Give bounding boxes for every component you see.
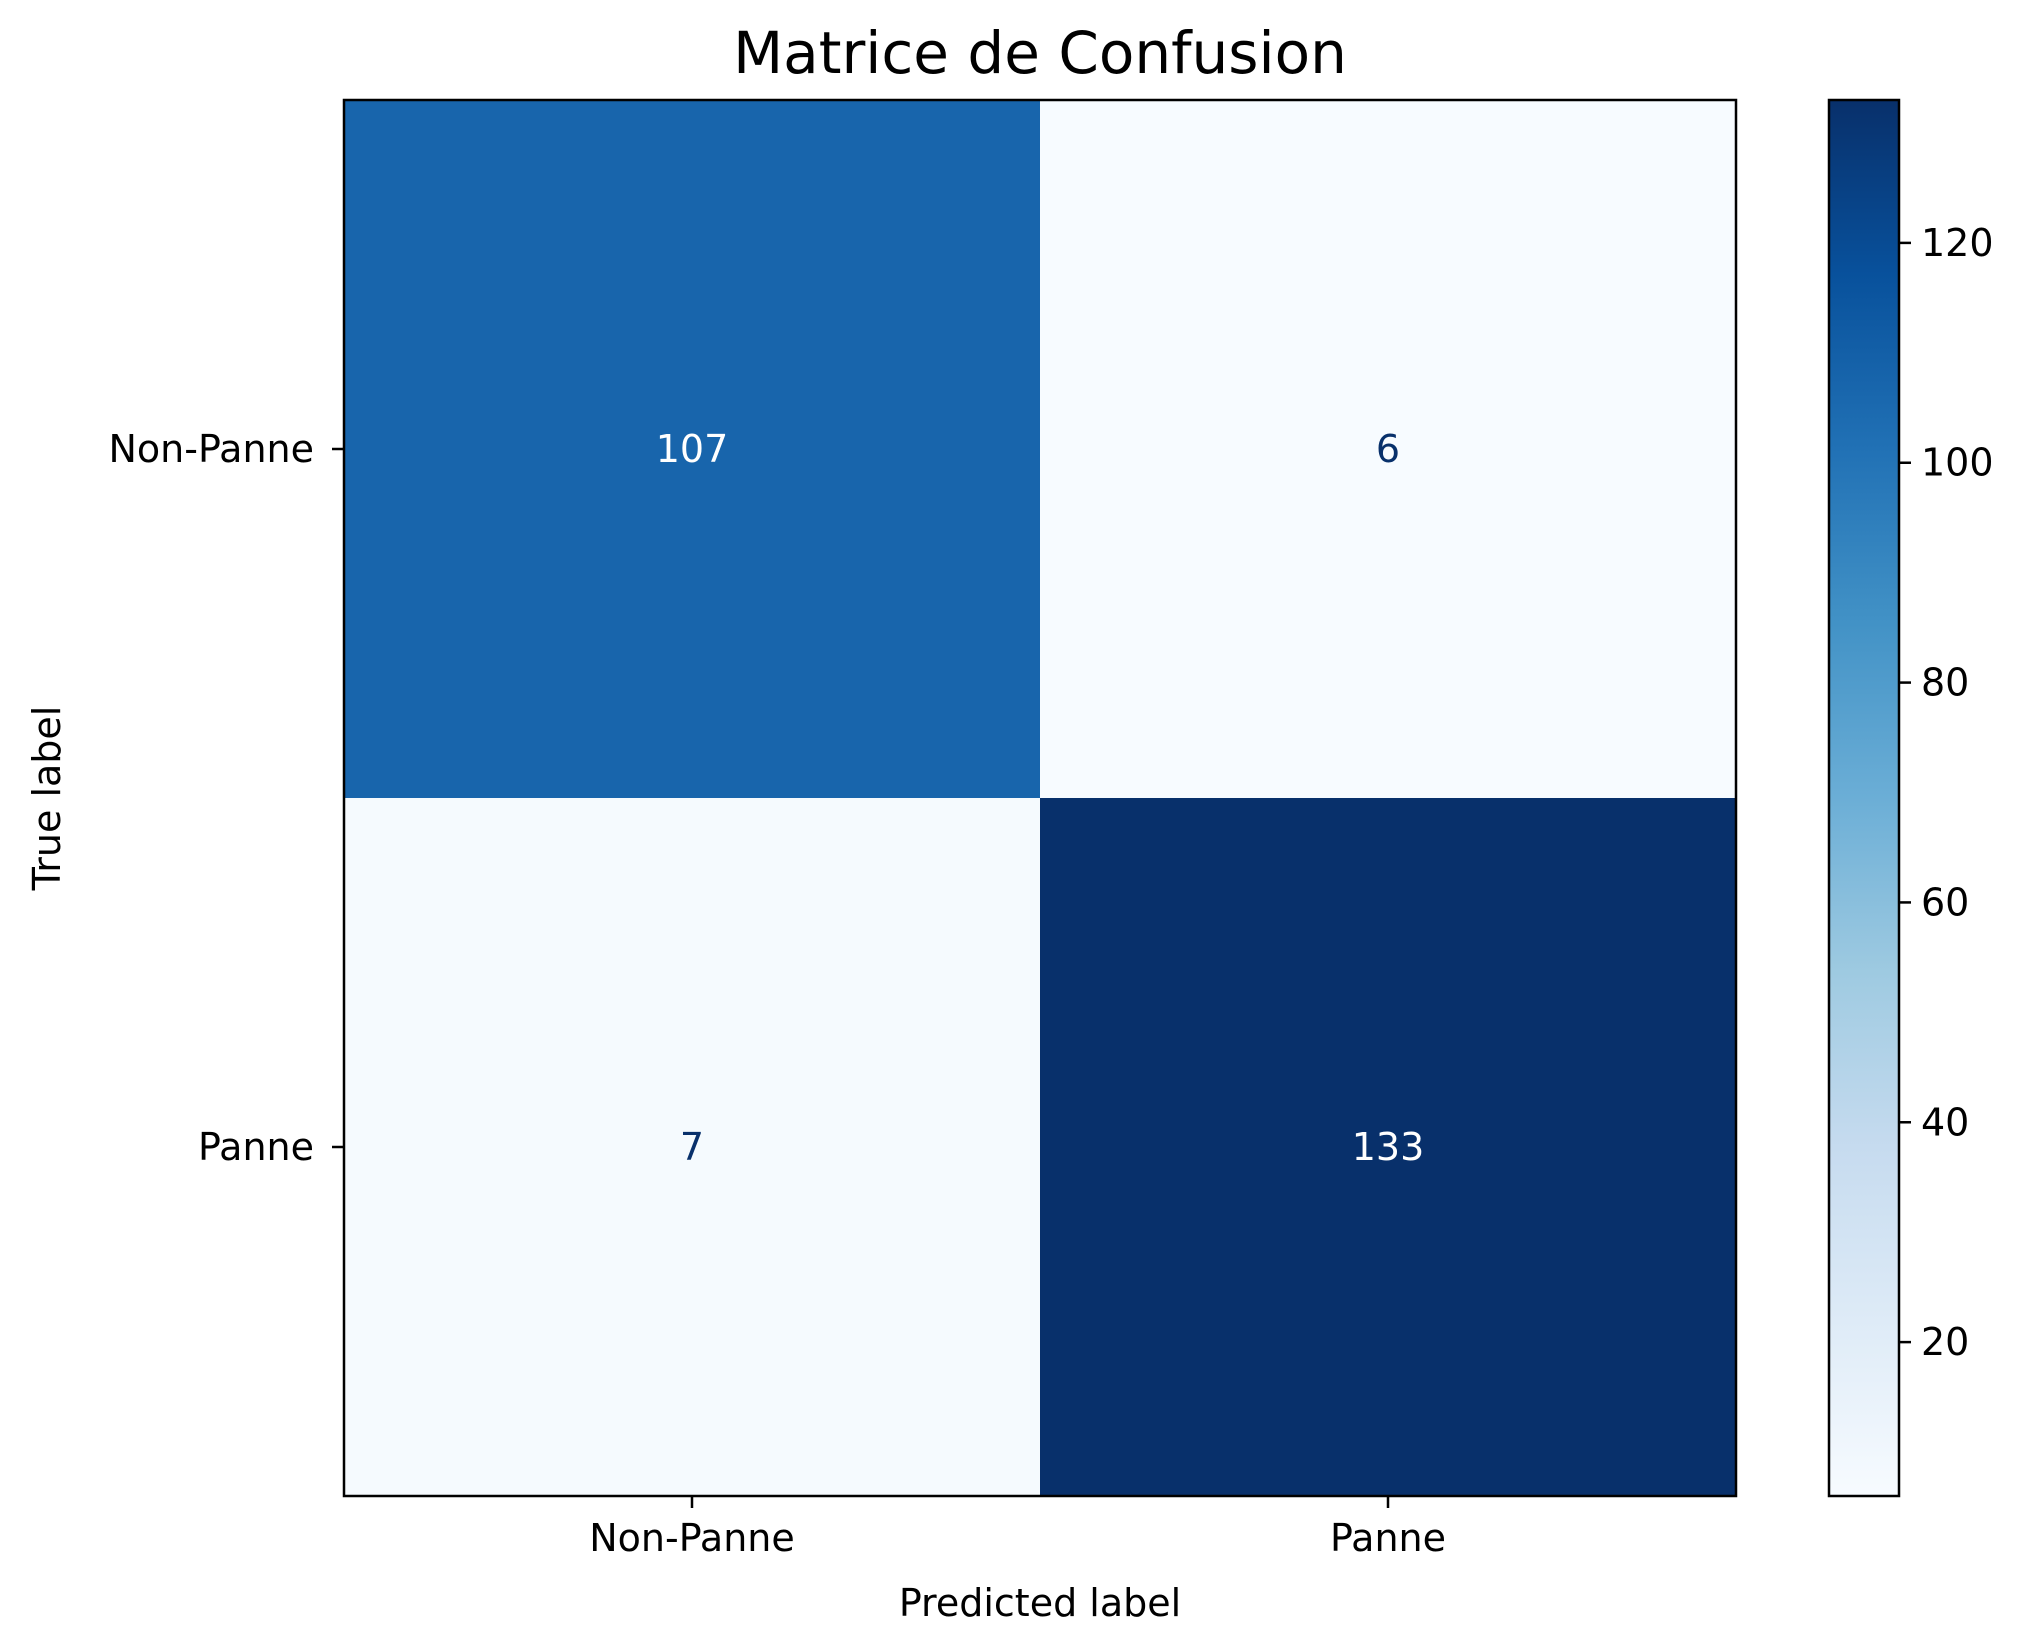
chart-title: Matrice de Confusion	[733, 19, 1347, 87]
x-axis-ticks: Non-Panne Panne	[589, 1496, 1446, 1560]
colorbar-tick-label: 20	[1921, 1320, 1969, 1364]
x-axis-label: Predicted label	[899, 1581, 1181, 1625]
heatmap-cell-value: 7	[680, 1125, 704, 1169]
colorbar-tick-label: 100	[1921, 441, 1994, 485]
plot-frame	[342, 98, 1738, 1498]
heatmap-cell-labels: 107 6 7 133	[656, 427, 1425, 1169]
colorbar-tick-label: 120	[1921, 221, 1994, 265]
heatmap-cell-value: 107	[656, 427, 729, 471]
colorbar-tick-label: 80	[1921, 661, 1969, 705]
heatmap-cell-value: 6	[1376, 427, 1400, 471]
colorbar-tick-label: 40	[1921, 1100, 1969, 1144]
heatmap-cell-value: 133	[1352, 1125, 1425, 1169]
colorbar-ticks: 20 40 60 80 100 120	[1899, 221, 1994, 1364]
y-tick-label: Panne	[198, 1125, 314, 1169]
x-tick-label: Non-Panne	[589, 1516, 795, 1560]
y-tick-label: Non-Panne	[108, 427, 314, 471]
heatmap-cell	[1040, 100, 1737, 799]
colorbar	[1827, 98, 1901, 1498]
heatmap-cell	[344, 100, 1041, 799]
heatmap-cells	[344, 100, 1737, 1497]
heatmap-cell	[1040, 798, 1737, 1497]
y-axis-ticks: Non-Panne Panne	[108, 427, 344, 1169]
colorbar-tick-label: 60	[1921, 880, 1969, 924]
y-axis-label: True label	[25, 706, 69, 892]
heatmap-cell	[344, 798, 1041, 1497]
x-tick-label: Panne	[1330, 1516, 1446, 1560]
